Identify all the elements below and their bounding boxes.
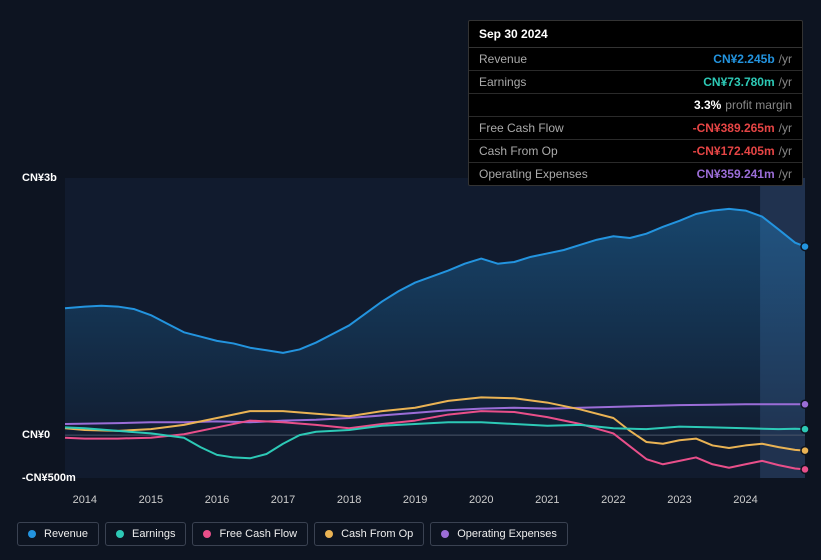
tooltip-row-label [479, 98, 694, 112]
tooltip-row-value: CN¥2.245b/yr [713, 52, 792, 66]
legend: Revenue Earnings Free Cash Flow Cash From O… [17, 522, 568, 546]
tooltip-row: 3.3%profit margin [469, 94, 802, 117]
tooltip-row-value: -CN¥389.265m/yr [693, 121, 792, 135]
tooltip-row: Cash From Op-CN¥172.405m/yr [469, 140, 802, 163]
x-tick-label: 2022 [601, 494, 625, 506]
x-tick-label: 2021 [535, 494, 559, 506]
x-tick-label: 2014 [73, 494, 97, 506]
x-tick-label: 2019 [403, 494, 427, 506]
legend-dot-icon [203, 530, 211, 538]
x-tick-label: 2017 [271, 494, 295, 506]
legend-label: Earnings [132, 528, 175, 540]
x-tick-label: 2020 [469, 494, 493, 506]
legend-dot-icon [441, 530, 449, 538]
x-tick-label: 2016 [205, 494, 229, 506]
legend-item[interactable]: Operating Expenses [430, 522, 568, 546]
tooltip-row-value: CN¥73.780m/yr [703, 75, 792, 89]
x-tick-label: 2018 [337, 494, 361, 506]
legend-label: Operating Expenses [457, 528, 557, 540]
y-tick-label: -CN¥500m [22, 472, 76, 484]
legend-item[interactable]: Free Cash Flow [192, 522, 308, 546]
legend-label: Free Cash Flow [219, 528, 297, 540]
tooltip-row-value: CN¥359.241m/yr [697, 167, 792, 181]
legend-label: Cash From Op [341, 528, 413, 540]
y-tick-label: CN¥3b [22, 172, 57, 184]
tooltip-row-value: 3.3%profit margin [694, 98, 792, 112]
legend-dot-icon [28, 530, 36, 538]
tooltip-rows: RevenueCN¥2.245b/yrEarningsCN¥73.780m/yr… [469, 48, 802, 185]
tooltip-row-label: Operating Expenses [479, 167, 697, 181]
legend-item[interactable]: Revenue [17, 522, 99, 546]
legend-dot-icon [116, 530, 124, 538]
legend-item[interactable]: Earnings [105, 522, 186, 546]
tooltip-row-value: -CN¥172.405m/yr [693, 144, 792, 158]
legend-dot-icon [325, 530, 333, 538]
tooltip-row-label: Free Cash Flow [479, 121, 693, 135]
legend-label: Revenue [44, 528, 88, 540]
tooltip-row: EarningsCN¥73.780m/yr [469, 71, 802, 94]
tooltip-row: RevenueCN¥2.245b/yr [469, 48, 802, 71]
tooltip-row-label: Cash From Op [479, 144, 693, 158]
data-tooltip: Sep 30 2024 RevenueCN¥2.245b/yrEarningsC… [468, 20, 803, 186]
tooltip-date: Sep 30 2024 [469, 21, 802, 48]
tooltip-row-label: Earnings [479, 75, 703, 89]
legend-item[interactable]: Cash From Op [314, 522, 424, 546]
x-tick-label: 2023 [667, 494, 691, 506]
x-tick-label: 2015 [139, 494, 163, 506]
tooltip-row: Free Cash Flow-CN¥389.265m/yr [469, 117, 802, 140]
chart-container: Sep 30 2024 RevenueCN¥2.245b/yrEarningsC… [0, 0, 821, 560]
tooltip-row-label: Revenue [479, 52, 713, 66]
x-tick-label: 2024 [733, 494, 757, 506]
tooltip-row: Operating ExpensesCN¥359.241m/yr [469, 163, 802, 185]
y-tick-label: CN¥0 [22, 429, 50, 441]
